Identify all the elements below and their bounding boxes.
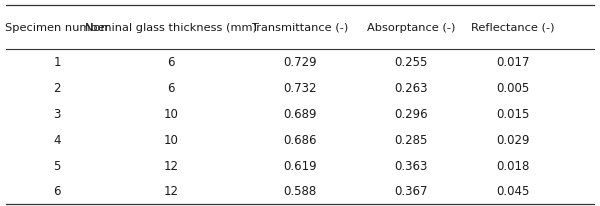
Text: 12: 12 (163, 159, 179, 172)
Text: 0.367: 0.367 (394, 185, 428, 198)
Text: 0.689: 0.689 (283, 107, 317, 120)
Text: 0.255: 0.255 (394, 56, 428, 69)
Text: 0.619: 0.619 (283, 159, 317, 172)
Text: 4: 4 (53, 133, 61, 146)
Text: Reflectance (-): Reflectance (-) (471, 23, 555, 33)
Text: 0.296: 0.296 (394, 107, 428, 120)
Text: 0.015: 0.015 (496, 107, 530, 120)
Text: 0.263: 0.263 (394, 82, 428, 95)
Text: 10: 10 (164, 133, 178, 146)
Text: 0.363: 0.363 (394, 159, 428, 172)
Text: 0.686: 0.686 (283, 133, 317, 146)
Text: 6: 6 (167, 82, 175, 95)
Text: 0.285: 0.285 (394, 133, 428, 146)
Text: 6: 6 (167, 56, 175, 69)
Text: 0.018: 0.018 (496, 159, 530, 172)
Text: 2: 2 (53, 82, 61, 95)
Text: 3: 3 (53, 107, 61, 120)
Text: Absorptance (-): Absorptance (-) (367, 23, 455, 33)
Text: 0.732: 0.732 (283, 82, 317, 95)
Text: 0.005: 0.005 (496, 82, 530, 95)
Text: 0.029: 0.029 (496, 133, 530, 146)
Text: Specimen number: Specimen number (5, 23, 109, 33)
Text: 5: 5 (53, 159, 61, 172)
Text: 1: 1 (53, 56, 61, 69)
Text: 10: 10 (164, 107, 178, 120)
Text: 0.017: 0.017 (496, 56, 530, 69)
Text: Nominal glass thickness (mm): Nominal glass thickness (mm) (85, 23, 257, 33)
Text: 6: 6 (53, 185, 61, 198)
Text: 0.045: 0.045 (496, 185, 530, 198)
Text: Transmittance (-): Transmittance (-) (251, 23, 349, 33)
Text: 12: 12 (163, 185, 179, 198)
Text: 0.588: 0.588 (283, 185, 317, 198)
Text: 0.729: 0.729 (283, 56, 317, 69)
